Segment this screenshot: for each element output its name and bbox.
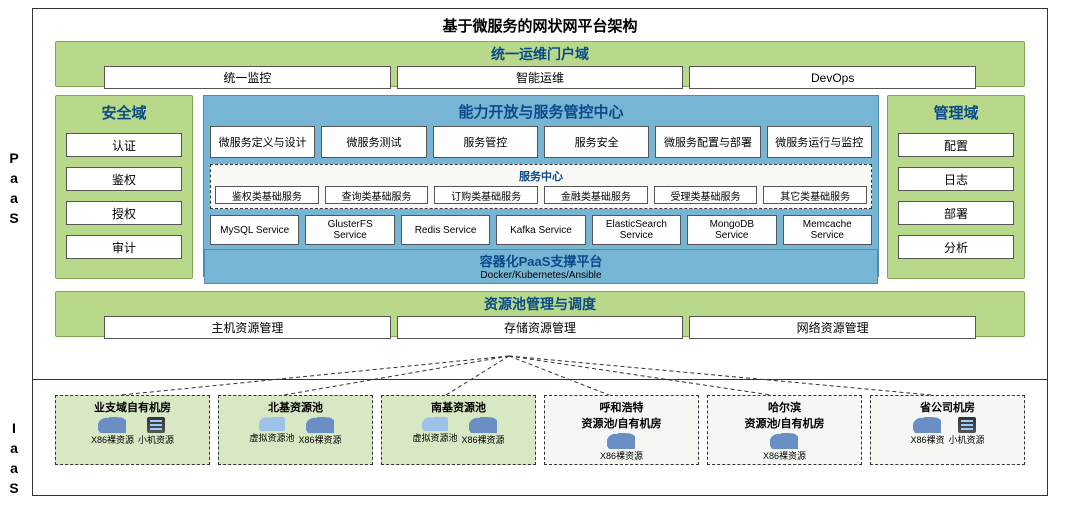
iaas-box: 业支域自有机房 X86裸资源小机资源 [55, 395, 210, 465]
security-title: 安全域 [66, 100, 182, 125]
security-item: 授权 [66, 201, 182, 225]
diagram-frame: 基于微服务的网状网平台架构 统一运维门户域 统一监控 智能运维 DevOps 安… [32, 8, 1048, 496]
iaas-box: 南基资源池虚拟资源池 X86裸资源 [381, 395, 536, 465]
iaas-box: 省公司机房 X86裸资小机资源 [870, 395, 1025, 465]
service-center-item: 查询类基础服务 [325, 186, 429, 204]
cloud-icon [607, 433, 635, 449]
portal-item: 统一监控 [104, 66, 391, 89]
service-center-item: 鉴权类基础服务 [215, 186, 319, 204]
container-service: ElasticSearch Service [592, 215, 681, 245]
iaas-res-label: X86裸资源 [299, 433, 342, 446]
container-service: Kafka Service [496, 215, 585, 245]
container-footer: 容器化PaaS支撑平台 Docker/Kubernetes/Ansible [204, 249, 878, 284]
iaas-resource: X86裸资 [910, 417, 944, 446]
iaas-res-label: X86裸资源 [91, 433, 134, 446]
capability-item: 微服务配置与部署 [655, 126, 760, 158]
service-center-item: 受理类基础服务 [654, 186, 758, 204]
security-panel: 安全域 认证鉴权授权审计 [55, 95, 193, 279]
iaas-title: 南基资源池 [386, 399, 531, 415]
diagram-title: 基于微服务的网状网平台架构 [33, 9, 1047, 40]
capability-panel: 能力开放与服务管控中心 微服务定义与设计微服务测试服务管控服务安全微服务配置与部… [203, 95, 879, 277]
iaas-res-label: 小机资源 [138, 433, 174, 446]
capability-item: 微服务测试 [321, 126, 426, 158]
iaas-title: 呼和浩特资源池/自有机房 [549, 399, 694, 431]
portal-item: 智能运维 [397, 66, 684, 89]
pool-item: 网络资源管理 [689, 316, 976, 339]
iaas-resource: X86裸资源 [299, 417, 342, 446]
pool-item: 存储资源管理 [397, 316, 684, 339]
iaas-resource: X86裸资源 [763, 433, 806, 462]
capability-item: 微服务定义与设计 [210, 126, 315, 158]
mgmt-title: 管理域 [898, 100, 1014, 125]
security-item: 鉴权 [66, 167, 182, 191]
iaas-res-label: X86裸资源 [763, 449, 806, 462]
iaas-res-label: X86裸资源 [600, 449, 643, 462]
iaas-box: 哈尔滨资源池/自有机房 X86裸资源 [707, 395, 862, 465]
service-center-title: 服务中心 [215, 166, 867, 186]
cloud-icon [770, 433, 798, 449]
iaas-label: IaaS [6, 420, 22, 500]
pool-title: 资源池管理与调度 [56, 292, 1024, 316]
cloud-icon [306, 417, 334, 433]
service-center: 服务中心 鉴权类基础服务查询类基础服务订购类基础服务金融类基础服务受理类基础服务… [210, 164, 872, 209]
security-item: 认证 [66, 133, 182, 157]
center-column: 能力开放与服务管控中心 微服务定义与设计微服务测试服务管控服务安全微服务配置与部… [203, 95, 879, 277]
capability-item: 服务管控 [433, 126, 538, 158]
service-center-item: 金融类基础服务 [544, 186, 648, 204]
container-service: Memcache Service [783, 215, 872, 245]
iaas-title: 北基资源池 [223, 399, 368, 415]
container-service: Redis Service [401, 215, 490, 245]
cloud-icon [913, 417, 941, 433]
iaas-resource: X86裸资源 [600, 433, 643, 462]
server-icon [147, 417, 165, 433]
iaas-row: 业支域自有机房X86裸资源小机资源北基资源池虚拟资源池X86裸资源南基资源池虚拟… [55, 395, 1025, 465]
iaas-title: 哈尔滨资源池/自有机房 [712, 399, 857, 431]
iaas-res-label: 虚拟资源池 [249, 431, 294, 444]
server-icon [958, 417, 976, 433]
container-title: 容器化PaaS支撑平台 [205, 251, 877, 270]
iaas-res-label: X86裸资源 [462, 433, 505, 446]
container-service: MySQL Service [210, 215, 299, 245]
iaas-title: 省公司机房 [875, 399, 1020, 415]
portal-band: 统一运维门户域 统一监控 智能运维 DevOps [55, 41, 1025, 87]
iaas-resource: X86裸资源 [462, 417, 505, 446]
cloud-icon [469, 417, 497, 433]
paas-label: PaaS [6, 150, 22, 230]
capability-item: 服务安全 [544, 126, 649, 158]
pool-item: 主机资源管理 [104, 316, 391, 339]
mgmt-item: 配置 [898, 133, 1014, 157]
container-service: MongoDB Service [687, 215, 776, 245]
iaas-res-label: 小机资源 [949, 433, 985, 446]
iaas-resource: 虚拟资源池 [412, 417, 457, 446]
iaas-resource: X86裸资源 [91, 417, 134, 446]
capability-title: 能力开放与服务管控中心 [210, 99, 872, 124]
pool-band: 资源池管理与调度 主机资源管理 存储资源管理 网络资源管理 [55, 291, 1025, 337]
container-service: GlusterFS Service [305, 215, 394, 245]
cloud-icon [422, 417, 448, 431]
iaas-title: 业支域自有机房 [60, 399, 205, 415]
divider [33, 379, 1047, 380]
mgmt-item: 部署 [898, 201, 1014, 225]
iaas-resource: 小机资源 [949, 417, 985, 446]
security-item: 审计 [66, 235, 182, 259]
iaas-resource: 小机资源 [138, 417, 174, 446]
iaas-box: 北基资源池虚拟资源池 X86裸资源 [218, 395, 373, 465]
iaas-res-label: 虚拟资源池 [412, 431, 457, 444]
portal-title: 统一运维门户域 [56, 42, 1024, 66]
service-center-item: 其它类基础服务 [763, 186, 867, 204]
capability-item: 微服务运行与监控 [767, 126, 872, 158]
mgmt-panel: 管理域 配置日志部署分析 [887, 95, 1025, 279]
iaas-resource: 虚拟资源池 [249, 417, 294, 446]
iaas-res-label: X86裸资 [910, 433, 944, 446]
service-center-item: 订购类基础服务 [434, 186, 538, 204]
container-subtitle: Docker/Kubernetes/Ansible [205, 270, 877, 281]
mgmt-item: 分析 [898, 235, 1014, 259]
cloud-icon [98, 417, 126, 433]
iaas-box: 呼和浩特资源池/自有机房 X86裸资源 [544, 395, 699, 465]
mgmt-item: 日志 [898, 167, 1014, 191]
cloud-icon [259, 417, 285, 431]
portal-item: DevOps [689, 66, 976, 89]
